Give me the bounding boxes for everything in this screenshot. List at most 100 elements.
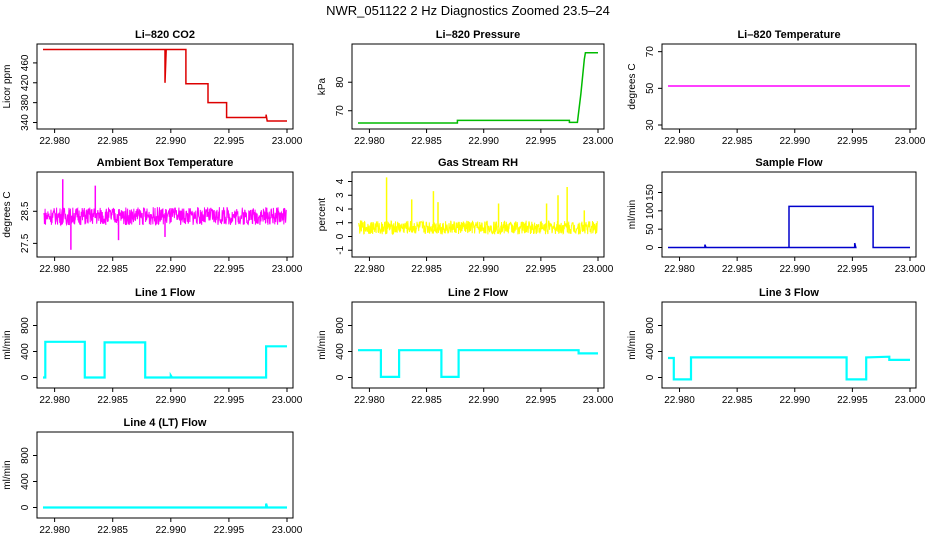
y-tick-label: 0	[645, 374, 656, 380]
y-tick-label: 70	[335, 105, 346, 117]
figure-title: NWR_051122 2 Hz Diagnostics Zoomed 23.5–…	[326, 3, 610, 18]
y-axis-label: degrees C	[627, 63, 638, 109]
y-tick-label: 420	[20, 74, 31, 91]
x-tick-label: 23.000	[272, 525, 303, 536]
x-tick-label: 22.985	[411, 264, 442, 275]
x-tick-label: 22.980	[664, 264, 695, 275]
x-tick-label: 23.000	[272, 264, 303, 275]
series-line	[358, 349, 598, 378]
chart-panel: Li–820 Pressure kPa 70 80 22.980 22.985 22.990…	[317, 29, 614, 147]
chart-panel: Li–820 CO2 Licor ppm 340 380 420 460 22.980 22.…	[2, 29, 303, 147]
x-tick-label: 22.980	[39, 264, 70, 275]
y-tick-label: 100	[645, 202, 656, 219]
y-tick-label: 0	[335, 233, 346, 239]
x-tick-label: 23.000	[583, 395, 614, 406]
x-tick-label: 22.980	[354, 136, 385, 147]
y-tick-label: 0	[645, 244, 656, 250]
y-tick-label: 3	[335, 192, 346, 198]
y-axis-label: ml/min	[2, 330, 13, 359]
x-tick-label: 22.985	[722, 136, 753, 147]
plot-frame	[36, 171, 294, 258]
y-axis-label: ml/min	[627, 330, 638, 359]
x-tick-label: 22.980	[664, 136, 695, 147]
x-tick-label: 22.990	[468, 264, 499, 275]
series-line	[358, 52, 598, 124]
x-tick-label: 22.980	[39, 525, 70, 536]
x-tick-label: 22.990	[468, 136, 499, 147]
x-tick-label: 22.985	[722, 395, 753, 406]
y-tick-label: 4	[335, 178, 346, 184]
plot-frame	[36, 431, 294, 519]
x-tick-label: 22.995	[837, 136, 868, 147]
chart-panel: Line 3 Flow ml/min 0 400 800 22.980 22.985 22.9…	[627, 287, 926, 406]
chart-panel: Line 2 Flow ml/min 0 400 800 22.980 22.985 22.9…	[317, 287, 614, 406]
chart-title: Li–820 Temperature	[737, 29, 840, 41]
x-tick-label: 22.995	[214, 136, 245, 147]
chart-title: Gas Stream RH	[438, 157, 518, 169]
chart-panel: Li–820 Temperature degrees C 30 50 70 22.980 2…	[627, 29, 926, 147]
plot-frame	[36, 301, 294, 389]
y-tick-label: 400	[645, 343, 656, 360]
chart-panel: Line 1 Flow ml/min 0 400 800 22.980 22.985 22.9…	[2, 287, 303, 406]
x-tick-label: 22.985	[411, 136, 442, 147]
plot-frame	[351, 171, 605, 258]
x-tick-label: 22.980	[39, 395, 70, 406]
y-tick-label: 28.5	[20, 201, 31, 221]
x-tick-label: 22.990	[156, 136, 187, 147]
x-tick-label: 22.995	[526, 136, 557, 147]
y-tick-label: 80	[335, 76, 346, 88]
x-tick-label: 22.990	[156, 395, 187, 406]
x-tick-label: 22.995	[214, 525, 245, 536]
y-tick-label: 0	[20, 374, 31, 380]
y-axis-label: Licor ppm	[2, 65, 13, 109]
x-tick-label: 23.000	[272, 136, 303, 147]
y-tick-label: 800	[20, 317, 31, 334]
y-tick-label: 340	[20, 114, 31, 131]
plot-frame	[661, 43, 917, 130]
x-tick-label: 22.995	[837, 264, 868, 275]
x-tick-label: 22.980	[39, 136, 70, 147]
plot-frame	[661, 171, 917, 258]
chart-title: Ambient Box Temperature	[97, 157, 234, 169]
x-tick-label: 22.990	[156, 525, 187, 536]
x-tick-label: 22.995	[526, 395, 557, 406]
plot-frame	[351, 43, 605, 130]
plot-frame	[351, 301, 605, 389]
chart-title: Line 1 Flow	[135, 287, 195, 299]
y-tick-label: 1	[335, 220, 346, 226]
x-tick-label: 22.980	[354, 395, 385, 406]
y-tick-label: 2	[335, 206, 346, 212]
y-tick-label: 460	[20, 54, 31, 71]
x-tick-label: 23.000	[583, 264, 614, 275]
x-tick-label: 22.990	[156, 264, 187, 275]
chart-panel: Ambient Box Temperature degrees C 27.5 28.5…	[2, 157, 303, 275]
chart-title: Li–820 Pressure	[436, 29, 520, 41]
x-tick-label: 22.980	[354, 264, 385, 275]
x-tick-label: 22.985	[97, 525, 128, 536]
y-tick-label: 50	[645, 82, 656, 94]
x-tick-label: 22.990	[779, 136, 810, 147]
chart-title: Line 3 Flow	[759, 287, 819, 299]
x-tick-label: 22.980	[664, 395, 695, 406]
chart-panel: Gas Stream RH percent -1 0 1 2 3 4 22.980 22.985 2…	[317, 157, 614, 275]
y-tick-label: 400	[20, 343, 31, 360]
y-tick-label: 70	[645, 46, 656, 58]
y-axis-label: ml/min	[2, 460, 13, 489]
series-line	[358, 219, 598, 236]
y-axis-label: ml/min	[627, 200, 638, 229]
series-line	[43, 503, 287, 509]
x-tick-label: 22.995	[214, 395, 245, 406]
plot-frame	[36, 43, 294, 130]
x-tick-label: 22.995	[526, 264, 557, 275]
y-tick-label: 800	[335, 317, 346, 334]
x-tick-label: 23.000	[272, 395, 303, 406]
y-axis-label: percent	[317, 198, 328, 232]
x-tick-label: 22.990	[468, 395, 499, 406]
y-tick-label: 0	[20, 504, 31, 510]
chart-title: Line 4 (LT) Flow	[124, 417, 207, 429]
y-tick-label: -1	[335, 245, 346, 254]
x-tick-label: 22.995	[214, 264, 245, 275]
chart-title: Sample Flow	[755, 157, 823, 169]
